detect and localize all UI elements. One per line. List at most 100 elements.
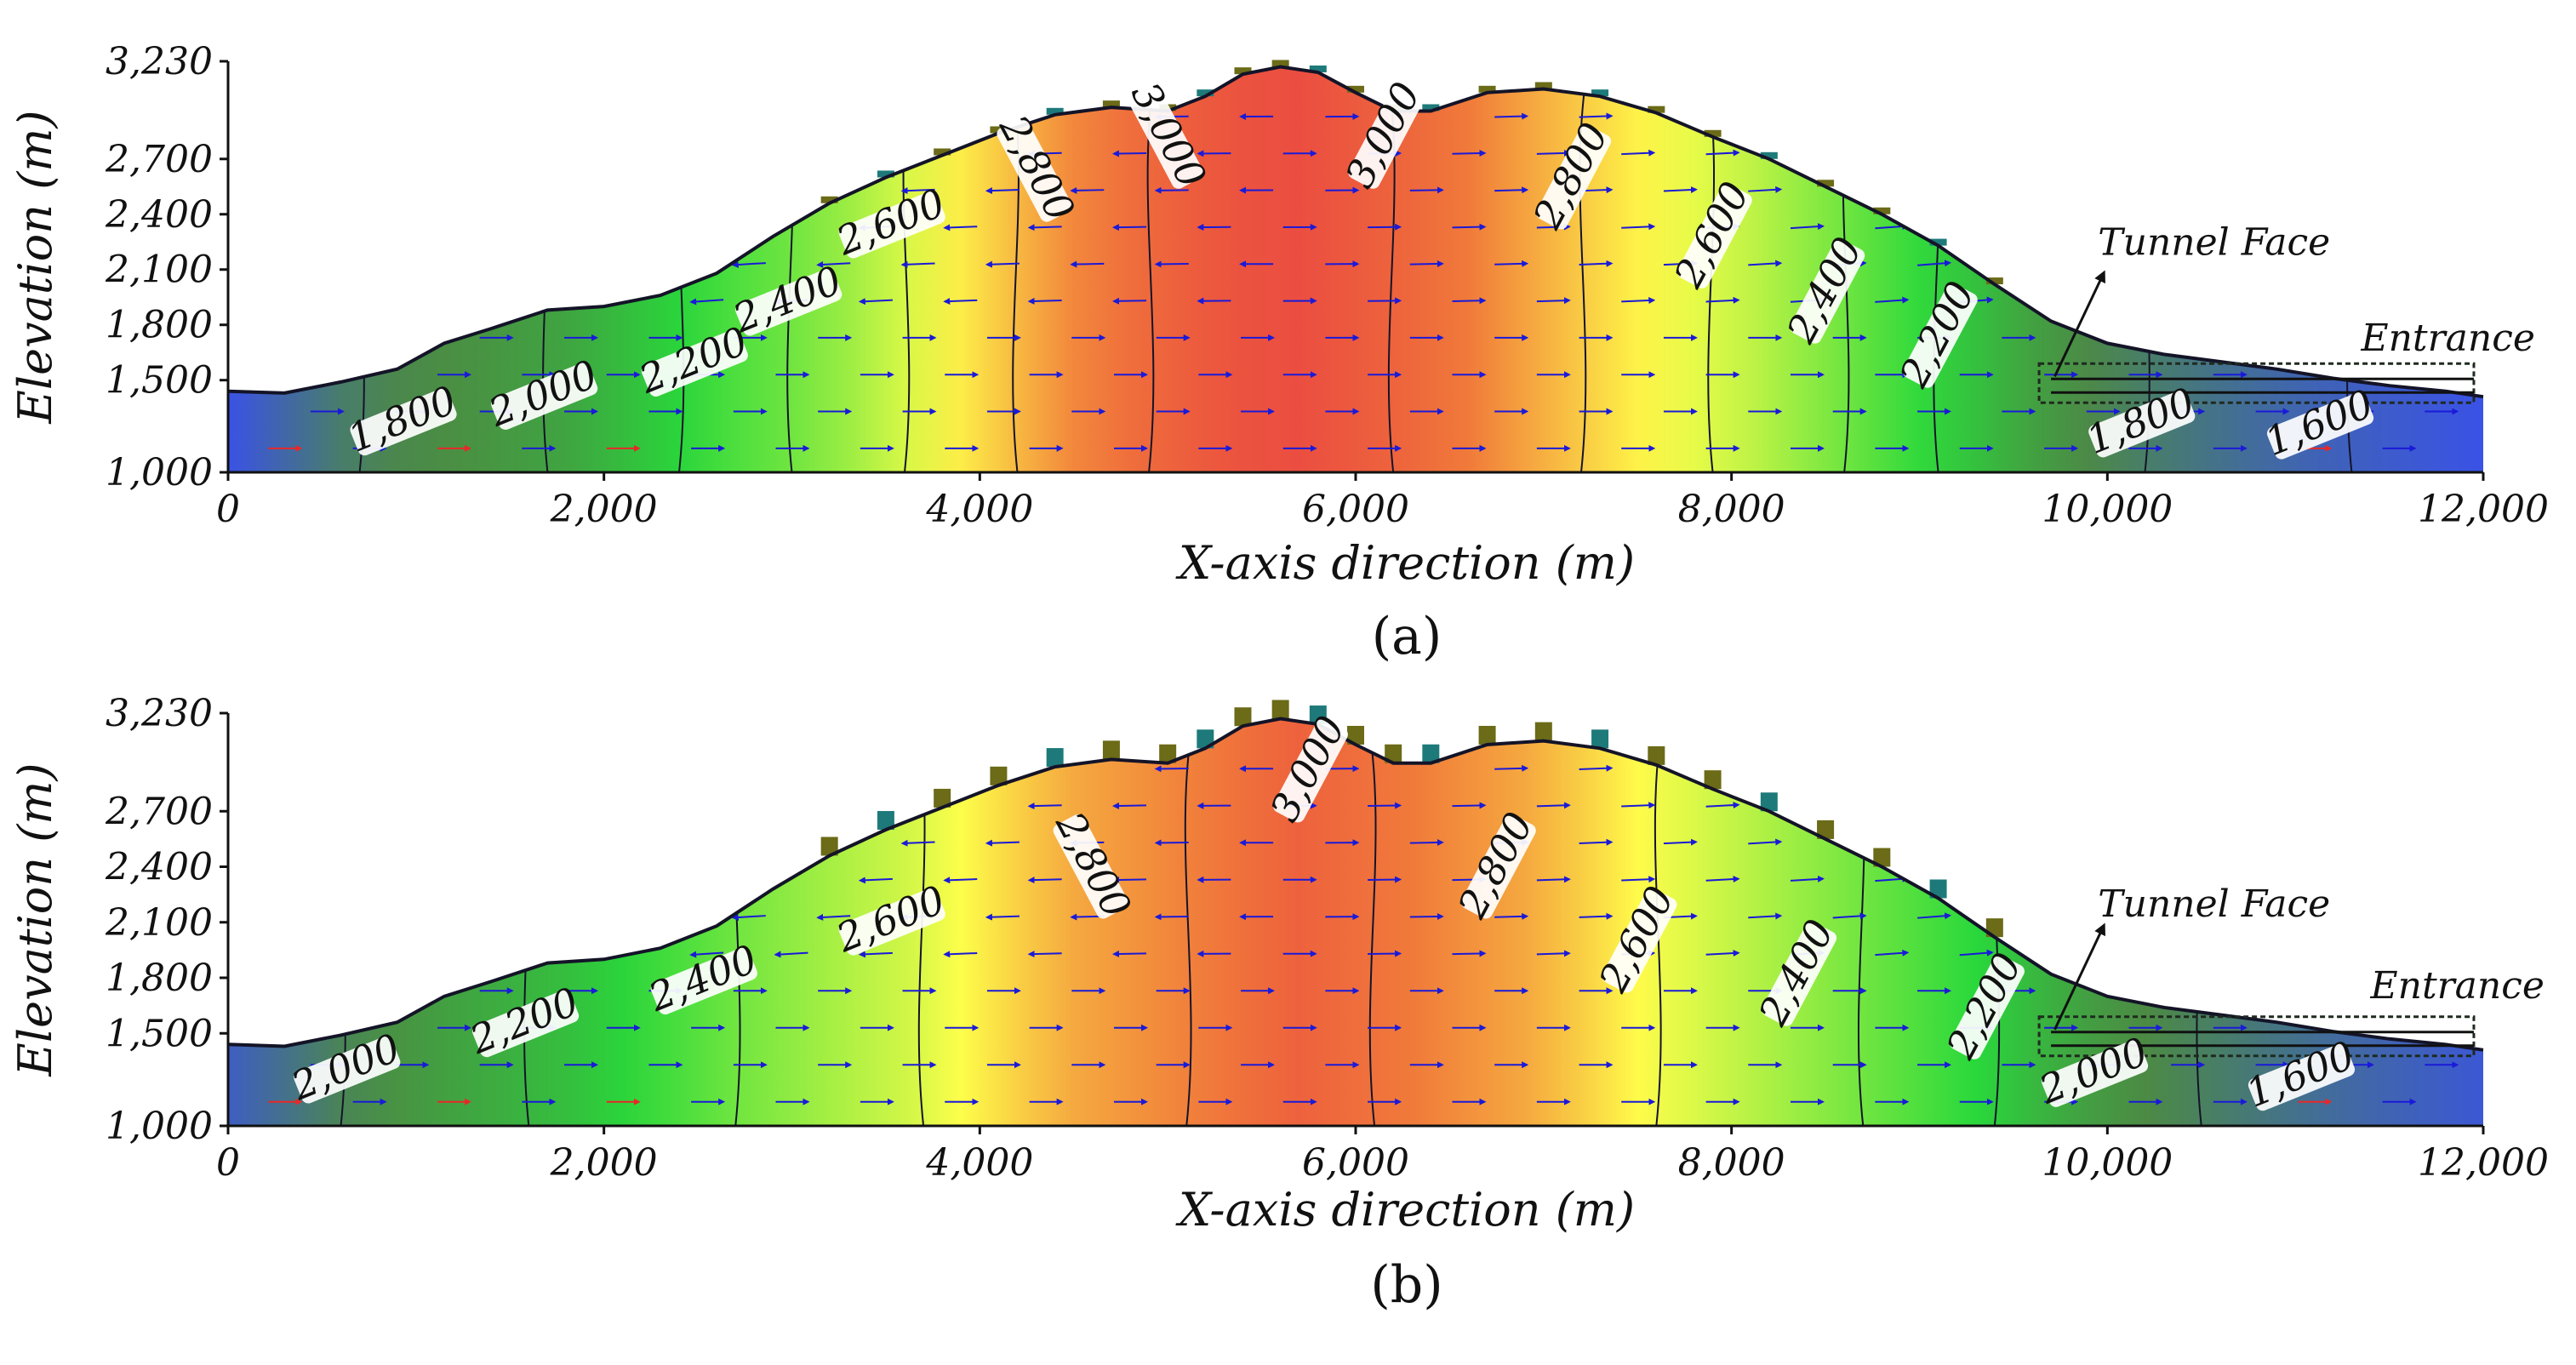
soil-cell xyxy=(820,837,838,856)
entrance-label: Entrance xyxy=(2370,964,2545,1008)
soil-cell xyxy=(1234,67,1252,75)
soil-cell xyxy=(1929,879,1947,899)
flow-arrow xyxy=(1494,112,1529,120)
flow-arrows xyxy=(268,112,2459,452)
contour-label-bg xyxy=(1902,283,1978,388)
y-tick-label: 2,400 xyxy=(105,193,213,237)
axes: 0 2,000 4,000 6,000 8,000 10,000 12,000 1,000 1,… xyxy=(105,692,2549,1185)
flow-arrow xyxy=(900,187,935,195)
y-tick-label: 3,230 xyxy=(106,692,213,735)
annotations: Tunnel Face Entrance xyxy=(2053,220,2535,378)
flow-arrow xyxy=(1409,839,1444,847)
y-tick-label: 2,100 xyxy=(105,901,213,945)
soil-cell xyxy=(1159,744,1177,763)
flow-arrow xyxy=(943,224,978,231)
flow-arrow xyxy=(1790,875,1825,882)
flow-arrow xyxy=(985,260,1020,268)
flow-arrow xyxy=(1536,149,1571,157)
soil-cell xyxy=(877,170,894,178)
soil-cell xyxy=(1234,707,1252,727)
soil-cell xyxy=(877,811,894,831)
y-tick-label: 2,100 xyxy=(105,248,213,292)
contour-label-bg xyxy=(1602,888,1677,993)
contour-label-bg xyxy=(1536,124,1612,230)
x-tick-label: 12,000 xyxy=(2418,1141,2549,1185)
soil-cell xyxy=(1704,770,1722,790)
flow-arrow xyxy=(1663,186,1698,194)
entrance-label: Entrance xyxy=(2360,317,2534,360)
flow-arrow xyxy=(1579,260,1614,267)
contour-label-bg xyxy=(1273,717,1348,823)
flow-arrow xyxy=(900,260,935,268)
flow-arrow xyxy=(1875,949,1910,957)
flow-arrow xyxy=(816,260,851,268)
x-tick-label: 2,000 xyxy=(550,1141,658,1185)
flow-arrow xyxy=(1112,802,1147,809)
y-tick-label: 2,700 xyxy=(105,138,213,181)
flow-arrow xyxy=(1621,802,1656,809)
contour-label-bg xyxy=(2088,390,2196,458)
flow-arrow xyxy=(1452,802,1487,809)
flow-arrow xyxy=(1070,260,1105,268)
flow-arrow xyxy=(1916,260,1952,267)
soil-cell xyxy=(1478,85,1496,93)
flow-arrow xyxy=(1621,223,1656,231)
x-axis-title: X-axis direction (m) xyxy=(1175,536,1635,590)
flow-arrow xyxy=(1112,224,1147,231)
soil-cell xyxy=(1534,82,1552,89)
contour-label-bg xyxy=(2041,1040,2149,1107)
flow-arrow xyxy=(1452,950,1487,957)
flow-arrow xyxy=(1112,876,1147,883)
flow-arrow xyxy=(943,298,978,306)
soil-cell xyxy=(1873,207,1891,214)
soil-cell xyxy=(1102,100,1120,108)
contour-line-2800 xyxy=(1579,66,1590,472)
contour-label-bg xyxy=(1950,955,2025,1059)
x-tick-label: 10,000 xyxy=(2042,488,2173,531)
flow-arrow xyxy=(1705,876,1740,883)
flow-arrow xyxy=(1409,186,1444,194)
flow-arrow xyxy=(1790,223,1825,231)
flow-arrow xyxy=(1621,297,1656,305)
x-tick-label: 6,000 xyxy=(1302,488,1409,531)
soil-cell xyxy=(1760,792,1778,812)
soil-cell xyxy=(1422,744,1440,763)
flow-arrow xyxy=(689,951,724,958)
y-tick-label: 1,500 xyxy=(106,359,213,403)
flow-arrow xyxy=(1112,297,1147,305)
contour-label-bg xyxy=(472,990,580,1058)
soil-cell xyxy=(1347,85,1364,93)
x-tick-label: 8,000 xyxy=(1678,1141,1785,1185)
soil-cell xyxy=(1046,107,1064,115)
flow-arrow xyxy=(731,261,766,269)
flow-arrow xyxy=(1621,149,1656,157)
flow-arrow xyxy=(1112,950,1147,957)
cross-section-fill xyxy=(228,718,2483,1126)
flow-arrow xyxy=(1579,764,1614,772)
flow-arrow xyxy=(1452,150,1487,157)
x-tick-label: 10,000 xyxy=(2042,1141,2173,1185)
x-tick-label: 0 xyxy=(216,488,240,531)
tunnel-face-label: Tunnel Face xyxy=(2098,882,2330,926)
flow-arrow xyxy=(1452,223,1487,231)
contour-label-bg xyxy=(1053,814,1128,919)
soil-cell xyxy=(1347,725,1364,745)
contour-label-bg xyxy=(350,388,457,456)
flow-arrow xyxy=(1748,838,1783,846)
contour-label-bg xyxy=(838,191,945,259)
flow-arrow xyxy=(774,951,808,958)
soil-cell xyxy=(1704,129,1722,137)
flow-arrow xyxy=(1494,260,1529,267)
flow-arrows xyxy=(268,764,2459,1105)
flow-arrow xyxy=(1536,950,1571,957)
flow-arrow xyxy=(1027,297,1062,305)
contour-label-bg xyxy=(838,888,945,956)
flow-arrow xyxy=(1705,149,1740,157)
tunnel-lining xyxy=(2037,1015,2476,1058)
flow-arrow xyxy=(1027,224,1062,231)
tunnel-face-arrow xyxy=(2053,922,2105,1031)
flow-arrow xyxy=(943,877,978,884)
flow-arrow xyxy=(1579,112,1614,120)
soil-cell xyxy=(1197,89,1214,97)
